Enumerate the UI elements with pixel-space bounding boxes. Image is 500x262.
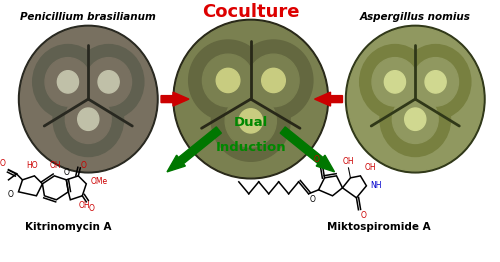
Text: OH: OH xyxy=(78,201,90,210)
Ellipse shape xyxy=(392,95,438,144)
Text: O: O xyxy=(80,161,86,170)
Ellipse shape xyxy=(400,45,471,119)
Ellipse shape xyxy=(78,108,99,130)
Ellipse shape xyxy=(372,58,418,106)
FancyArrow shape xyxy=(314,92,342,106)
FancyArrow shape xyxy=(280,127,334,172)
Ellipse shape xyxy=(404,108,426,130)
Text: O: O xyxy=(314,155,320,164)
Ellipse shape xyxy=(425,71,446,93)
Text: Coculture: Coculture xyxy=(202,3,300,21)
Text: Penicillium brasilianum: Penicillium brasilianum xyxy=(20,12,156,22)
Text: HO: HO xyxy=(26,161,38,170)
Ellipse shape xyxy=(202,54,254,107)
Ellipse shape xyxy=(412,58,459,106)
Ellipse shape xyxy=(248,54,299,107)
FancyArrow shape xyxy=(161,92,189,106)
Ellipse shape xyxy=(225,95,276,147)
Text: NH: NH xyxy=(370,181,382,190)
Ellipse shape xyxy=(32,45,103,119)
Text: O: O xyxy=(8,190,14,199)
Text: Miktospiromide A: Miktospiromide A xyxy=(326,222,430,232)
Ellipse shape xyxy=(86,58,132,106)
Text: O: O xyxy=(360,211,366,220)
Text: Dual: Dual xyxy=(234,116,268,129)
Ellipse shape xyxy=(346,25,485,173)
Ellipse shape xyxy=(175,21,326,177)
Ellipse shape xyxy=(384,71,406,93)
Ellipse shape xyxy=(66,95,111,144)
Text: OH: OH xyxy=(364,163,376,172)
Ellipse shape xyxy=(380,82,450,156)
Text: O: O xyxy=(64,168,70,177)
Text: Aspergillus nomius: Aspergillus nomius xyxy=(360,12,470,22)
Ellipse shape xyxy=(188,40,268,121)
Ellipse shape xyxy=(18,25,158,173)
Text: Kitrinomycin A: Kitrinomycin A xyxy=(25,222,112,232)
Ellipse shape xyxy=(53,82,124,156)
FancyArrow shape xyxy=(167,127,222,172)
Text: O: O xyxy=(88,204,94,213)
Text: Induction: Induction xyxy=(216,141,286,154)
Ellipse shape xyxy=(239,109,262,133)
Ellipse shape xyxy=(173,19,328,179)
Text: OMe: OMe xyxy=(90,177,108,186)
Ellipse shape xyxy=(348,27,483,171)
Ellipse shape xyxy=(58,71,78,93)
Ellipse shape xyxy=(234,40,313,121)
Ellipse shape xyxy=(262,68,285,92)
Ellipse shape xyxy=(216,68,240,92)
Ellipse shape xyxy=(360,45,430,119)
Ellipse shape xyxy=(20,27,156,171)
Text: O: O xyxy=(310,195,316,204)
Text: OH: OH xyxy=(342,157,354,166)
Ellipse shape xyxy=(98,71,119,93)
Ellipse shape xyxy=(74,45,144,119)
Ellipse shape xyxy=(212,80,290,161)
Text: O: O xyxy=(0,159,6,168)
Text: OH: OH xyxy=(50,161,61,170)
Ellipse shape xyxy=(45,58,91,106)
